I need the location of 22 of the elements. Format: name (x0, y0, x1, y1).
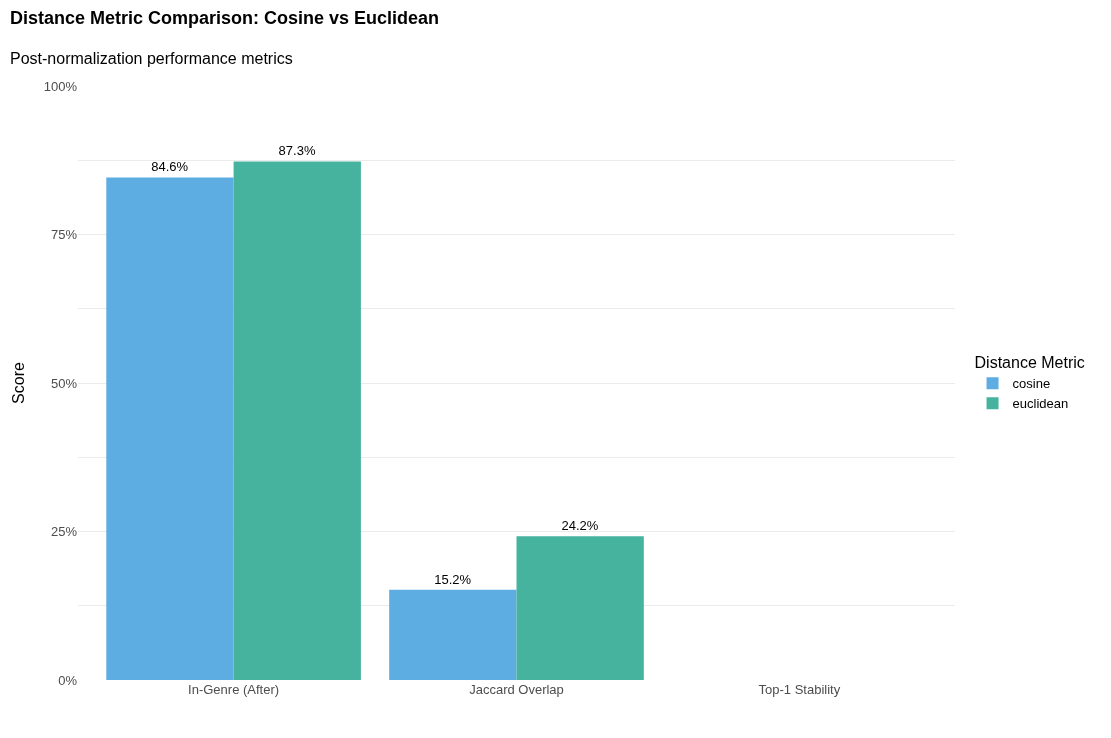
legend-label: euclidean (1012, 396, 1069, 412)
bar (233, 161, 361, 680)
data-label: 24.2% (561, 518, 599, 534)
data-label: 15.2% (434, 571, 472, 587)
bar (106, 177, 234, 680)
bar (389, 589, 517, 680)
x-tick-label: Jaccard Overlap (469, 682, 564, 697)
y-tick-label: 25% (50, 524, 78, 540)
data-label: 87.3% (278, 143, 316, 159)
legend-label: cosine (1012, 376, 1051, 392)
chart-subtitle: Post-normalization performance metrics (10, 50, 293, 68)
y-tick-label: 50% (50, 375, 78, 391)
chart-title: Distance Metric Comparison: Cosine vs Euclidean (10, 7, 440, 28)
y-tick-label: 100% (43, 78, 78, 94)
y-axis-title: Score (9, 362, 27, 404)
y-tick-label: 0% (58, 672, 78, 688)
bar (516, 536, 644, 680)
x-tick-label: Top-1 Stability (758, 682, 841, 697)
x-tick-label: In-Genre (After) (188, 682, 280, 697)
legend-title: Distance Metric (974, 354, 1085, 372)
y-tick-label: 75% (50, 227, 78, 243)
data-label: 84.6% (151, 159, 189, 175)
